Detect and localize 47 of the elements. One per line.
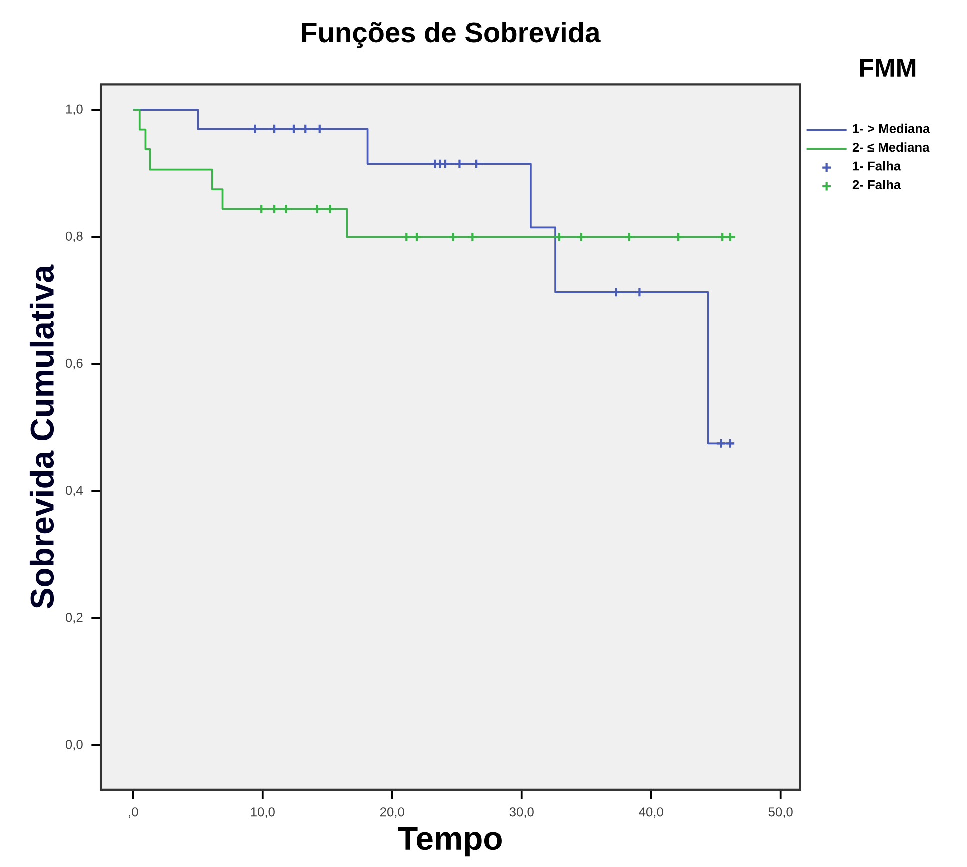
- point: [673, 232, 684, 242]
- y-tick-label: 0,4: [66, 486, 84, 497]
- point: [471, 158, 482, 170]
- point: [300, 124, 311, 134]
- point: [467, 232, 478, 242]
- x-tick-label: 20,0: [380, 808, 404, 818]
- point: [280, 204, 292, 214]
- point: [250, 124, 260, 134]
- x-tick-label: 40,0: [639, 808, 664, 818]
- x-axis-title: Tempo: [398, 827, 502, 857]
- point: [314, 124, 326, 134]
- legend-label: 2- ≤ Mediana: [852, 142, 930, 152]
- x-tick-label: 50,0: [768, 808, 793, 818]
- y-tick-label: 0,2: [66, 613, 83, 624]
- point: [611, 287, 622, 298]
- chart-title: Funções de Sobrevida: [302, 22, 601, 48]
- point: [725, 438, 736, 449]
- legend-label: 1- > Mediana: [853, 124, 930, 134]
- point: [716, 438, 727, 449]
- y-tick-label: 0,8: [66, 232, 83, 243]
- point: [288, 124, 300, 134]
- y-tick-label: 0,0: [66, 740, 83, 751]
- point: [269, 204, 280, 214]
- legend-title: FMM: [860, 59, 916, 77]
- y-tick-label: 1,0: [66, 104, 83, 116]
- point: [324, 204, 336, 214]
- point: [554, 232, 565, 242]
- y-tick-label: 0,6: [66, 358, 83, 370]
- x-tick-label: 10,0: [251, 808, 275, 818]
- x-tick-label: 30,0: [510, 808, 534, 818]
- point: [576, 232, 587, 242]
- point: [448, 232, 459, 242]
- point: [624, 232, 635, 242]
- y-axis-title: Sobrevida Cumulativa: [30, 264, 54, 609]
- point: [401, 232, 412, 242]
- x-tick-label: ,0: [129, 808, 138, 818]
- point: [725, 232, 736, 242]
- point: [454, 158, 465, 170]
- point: [269, 124, 280, 134]
- point: [312, 204, 323, 214]
- point: [634, 287, 645, 298]
- point: [440, 158, 451, 170]
- point: [412, 232, 422, 242]
- point: [256, 204, 267, 214]
- point: [717, 232, 728, 242]
- legend-label: 1- Falha: [853, 161, 902, 171]
- legend-label: 2- Falha: [852, 180, 902, 190]
